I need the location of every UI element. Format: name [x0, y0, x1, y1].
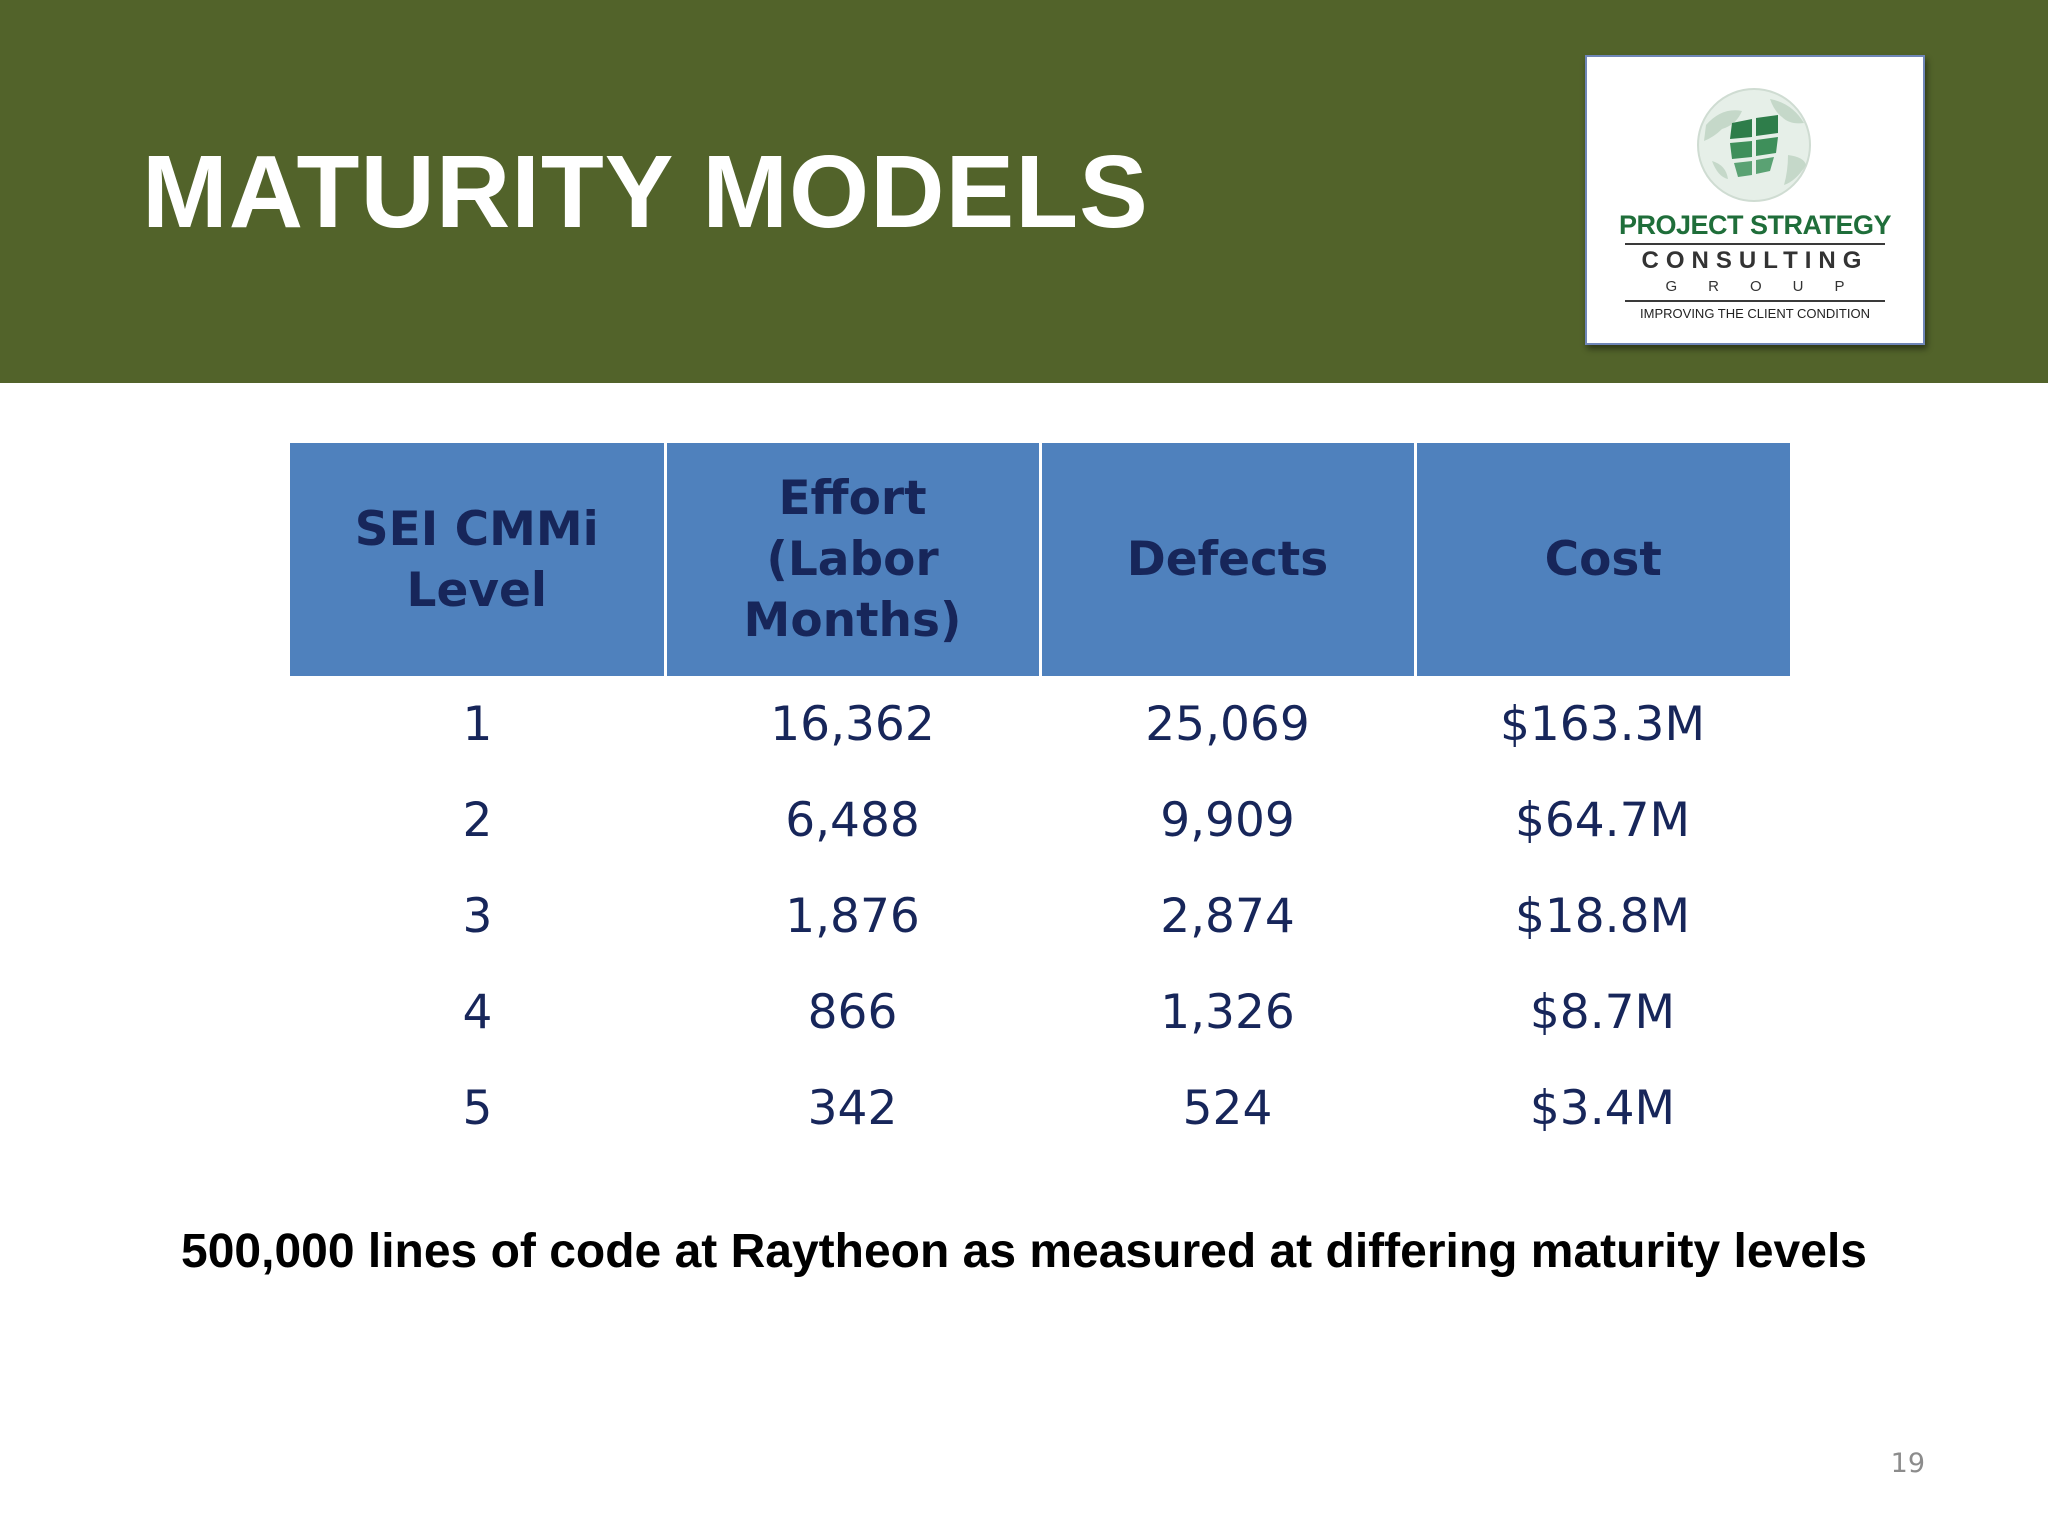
cell-effort: 16,362	[770, 696, 935, 752]
cell-cost: $18.8M	[1514, 888, 1691, 944]
table-row: 2 6,488 9,909 $64.7M	[290, 772, 1790, 868]
cell-cost: $64.7M	[1514, 792, 1691, 848]
table-row: 4 866 1,326 $8.7M	[290, 964, 1790, 1060]
cell-defects: 1,326	[1160, 984, 1295, 1040]
logo-divider	[1625, 243, 1885, 245]
slide-title: MATURITY MODELS	[142, 134, 1149, 249]
cell-effort: 866	[807, 984, 898, 1040]
cell-defects: 9,909	[1160, 792, 1295, 848]
cell-level: 5	[462, 1080, 493, 1136]
logo-tagline: IMPROVING THE CLIENT CONDITION	[1640, 306, 1870, 321]
slide-caption: 500,000 lines of code at Raytheon as mea…	[181, 1225, 1867, 1278]
cell-cost: $3.4M	[1529, 1080, 1676, 1136]
header-cost: Cost	[1413, 443, 1790, 676]
header-sei-cmmi-level: SEI CMMi Level	[290, 443, 665, 676]
logo-group: GROUP	[1665, 278, 1876, 295]
cell-defects: 2,874	[1160, 888, 1295, 944]
header-line: Cost	[1544, 532, 1662, 587]
cell-effort: 1,876	[785, 888, 920, 944]
cell-effort: 342	[807, 1080, 898, 1136]
header-line: SEI CMMi	[354, 501, 599, 557]
cell-level: 2	[462, 792, 493, 848]
company-logo: PROJECT STRATEGY CONSULTING GROUP IMPROV…	[1585, 55, 1925, 345]
header-line: Level	[406, 562, 547, 618]
cell-level: 3	[462, 888, 493, 944]
header-line: Effort	[778, 471, 927, 526]
table-row: 1 16,362 25,069 $163.3M	[290, 676, 1790, 772]
header-line: Months)	[743, 593, 962, 648]
logo-company-name: PROJECT STRATEGY	[1618, 210, 1892, 240]
table-row: 3 1,876 2,874 $18.8M	[290, 868, 1790, 964]
table-row: 5 342 524 $3.4M	[290, 1060, 1790, 1156]
cell-defects: 524	[1182, 1080, 1273, 1136]
globe-icon	[1697, 88, 1811, 202]
cell-level: 4	[462, 984, 493, 1040]
header-line: Defects	[1126, 532, 1329, 587]
table-header-row: SEI CMMi Level Effort (Labor Months) Def…	[290, 443, 1790, 676]
logo-consulting: CONSULTING	[1641, 247, 1869, 274]
header-line: (Labor	[766, 532, 939, 587]
cell-cost: $163.3M	[1499, 696, 1705, 752]
cell-effort: 6,488	[785, 792, 920, 848]
cell-cost: $8.7M	[1529, 984, 1676, 1040]
cell-defects: 25,069	[1145, 696, 1310, 752]
logo-divider	[1625, 300, 1885, 302]
header-effort: Effort (Labor Months)	[663, 443, 1040, 676]
header-defects: Defects	[1038, 443, 1415, 676]
maturity-table: SEI CMMi Level Effort (Labor Months) Def…	[290, 443, 1790, 1156]
page-number: 19	[1890, 1448, 1925, 1479]
cell-level: 1	[462, 696, 493, 752]
